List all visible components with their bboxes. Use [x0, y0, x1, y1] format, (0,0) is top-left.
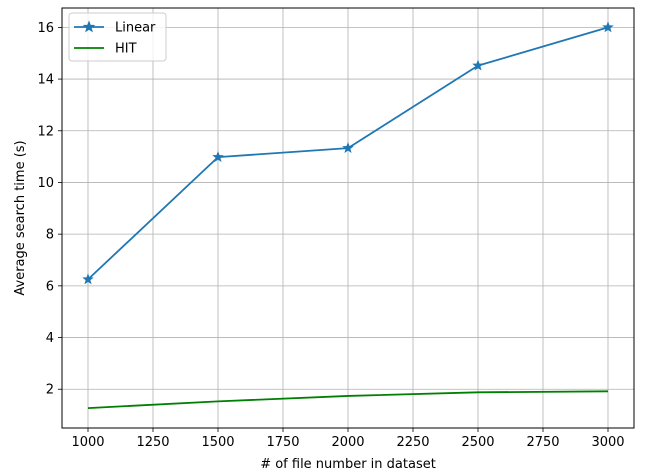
y-tick-label: 8 — [46, 228, 54, 243]
x-tick-label: 2250 — [396, 435, 429, 450]
legend: Linear HIT — [68, 12, 167, 62]
y-tick-label: 10 — [37, 176, 54, 191]
series-line-hit — [87, 390, 609, 409]
x-tick-label: 2750 — [526, 435, 559, 450]
y-axis-ticks: 2 4 6 8 10 12 14 16 — [37, 21, 62, 398]
grid — [62, 8, 634, 428]
y-axis-label: Average search time (s) — [13, 140, 28, 295]
y-tick-label: 12 — [37, 124, 54, 139]
series-group — [82, 21, 614, 409]
x-tick-label: 1250 — [136, 435, 169, 450]
plot-frame — [61, 7, 635, 429]
x-axis-label: # of file number in dataset — [260, 457, 436, 472]
data-point-linear — [602, 21, 614, 33]
x-tick-label: 2000 — [331, 435, 364, 450]
y-tick-label: 2 — [46, 383, 54, 398]
legend-label-hit: HIT — [115, 42, 137, 57]
x-axis-ticks: 1000 1250 1500 1750 2000 2250 2500 2750 3000 — [71, 428, 625, 450]
x-tick-label: 1000 — [71, 435, 104, 450]
legend-label-linear: Linear — [115, 21, 156, 36]
y-tick-label: 14 — [37, 73, 54, 88]
x-tick-label: 1500 — [201, 435, 234, 450]
y-tick-label: 4 — [46, 331, 54, 346]
data-point-linear — [212, 151, 224, 163]
data-point-linear — [82, 273, 94, 285]
data-point-linear — [472, 59, 484, 71]
x-tick-label: 1750 — [266, 435, 299, 450]
x-tick-label: 3000 — [591, 435, 624, 450]
y-tick-label: 6 — [46, 279, 54, 294]
legend-marker-linear — [82, 20, 96, 33]
data-point-linear — [342, 142, 354, 153]
x-tick-label: 2500 — [461, 435, 494, 450]
y-tick-label: 16 — [37, 21, 54, 36]
